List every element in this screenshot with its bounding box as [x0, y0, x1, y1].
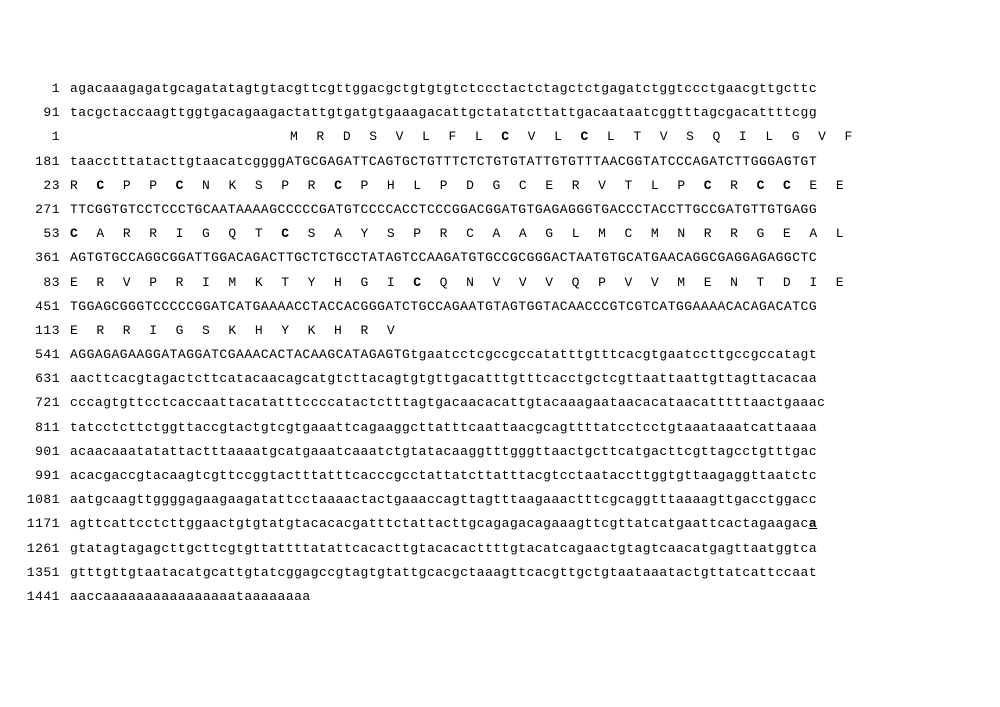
nucleotide-line: 721cccagtgttcctcaccaattacatatttccccatact…: [10, 394, 990, 412]
nucleotide-line: 541AGGAGAGAAGGATAGGATCGAAACACTACAAGCATAG…: [10, 346, 990, 364]
position-number: 91: [10, 104, 70, 122]
nucleotide-sequence: cccagtgttcctcaccaattacatatttccccatactctt…: [70, 394, 825, 412]
nucleotide-line: 451TGGAGCGGGTCCCCCGGATCATGAAAACCTACCACGG…: [10, 298, 990, 316]
nucleotide-line: 901acaacaaatatattactttaaaatgcatgaaatcaaa…: [10, 443, 990, 461]
amino-acid-sequence: C A R R I G Q T C S A Y S P R C A A G L …: [70, 225, 845, 243]
position-number: 1441: [10, 588, 70, 606]
nucleotide-line: 1081aatgcaagttggggagaagaagatattcctaaaact…: [10, 491, 990, 509]
nucleotide-line: 991acacgaccgtacaagtcgttccggtactttatttcac…: [10, 467, 990, 485]
amino-acid-sequence: E R V P R I M K T Y H G I C Q N V V V Q …: [70, 274, 845, 292]
amino-acid-sequence: R C P P C N K S P R C P H L P D G C E R …: [70, 177, 845, 195]
position-number: 361: [10, 249, 70, 267]
position-number: 541: [10, 346, 70, 364]
nucleotide-sequence: acacgaccgtacaagtcgttccggtactttatttcacccg…: [70, 467, 817, 485]
position-number: 23: [10, 177, 70, 195]
sequence-listing: 1agacaaagagatgcagatatagtgtacgttcgttggacg…: [10, 80, 990, 606]
nucleotide-sequence: aaccaaaaaaaaaaaaaaaataaaaaaaa: [70, 588, 311, 606]
position-number: 1: [10, 128, 70, 146]
position-number: 901: [10, 443, 70, 461]
nucleotide-line: 631aacttcacgtagactcttcatacaacagcatgtctta…: [10, 370, 990, 388]
nucleotide-sequence: gtatagtagagcttgcttcgtgttattttatattcacact…: [70, 540, 817, 558]
position-number: 451: [10, 298, 70, 316]
position-number: 1351: [10, 564, 70, 582]
position-number: 811: [10, 419, 70, 437]
position-number: 83: [10, 274, 70, 292]
amino-acid-sequence: E R R I G S K H Y K H R V: [70, 322, 396, 340]
nucleotide-sequence: AGTGTGCCAGGCGGATTGGACAGACTTGCTCTGCCTATAG…: [70, 249, 817, 267]
position-number: 53: [10, 225, 70, 243]
amino-acid-sequence: M R D S V L F L C V L C L T V S Q I L G …: [70, 128, 853, 146]
nucleotide-sequence: tatcctcttctggttaccgtactgtcgtgaaattcagaag…: [70, 419, 817, 437]
nucleotide-sequence: acaacaaatatattactttaaaatgcatgaaatcaaatct…: [70, 443, 817, 461]
nucleotide-line: 1agacaaagagatgcagatatagtgtacgttcgttggacg…: [10, 80, 990, 98]
nucleotide-line: 361AGTGTGCCAGGCGGATTGGACAGACTTGCTCTGCCTA…: [10, 249, 990, 267]
position-number: 1081: [10, 491, 70, 509]
nucleotide-line: 181taacctttatacttgtaacatcggggATGCGAGATTC…: [10, 153, 990, 171]
nucleotide-line: 1261gtatagtagagcttgcttcgtgttattttatattca…: [10, 540, 990, 558]
nucleotide-sequence: gtttgttgtaatacatgcattgtatcggagccgtagtgta…: [70, 564, 817, 582]
nucleotide-line: 1351gtttgttgtaatacatgcattgtatcggagccgtag…: [10, 564, 990, 582]
amino-acid-line: 83E R V P R I M K T Y H G I C Q N V V V …: [10, 274, 990, 292]
amino-acid-line: 113E R R I G S K H Y K H R V: [10, 322, 990, 340]
nucleotide-sequence: TGGAGCGGGTCCCCCGGATCATGAAAACCTACCACGGGAT…: [70, 298, 817, 316]
nucleotide-line: 811tatcctcttctggttaccgtactgtcgtgaaattcag…: [10, 419, 990, 437]
position-number: 1171: [10, 515, 70, 533]
position-number: 113: [10, 322, 70, 340]
amino-acid-line: 53C A R R I G Q T C S A Y S P R C A A G …: [10, 225, 990, 243]
nucleotide-line: 1171agttcattcctcttggaactgtgtatgtacacacga…: [10, 515, 990, 533]
nucleotide-sequence: agacaaagagatgcagatatagtgtacgttcgttggacgc…: [70, 80, 817, 98]
nucleotide-line: 91tacgctaccaagttggtgacagaagactattgtgatgt…: [10, 104, 990, 122]
position-number: 991: [10, 467, 70, 485]
position-number: 1: [10, 80, 70, 98]
nucleotide-sequence: aacttcacgtagactcttcatacaacagcatgtcttacag…: [70, 370, 817, 388]
position-number: 181: [10, 153, 70, 171]
nucleotide-sequence: aatgcaagttggggagaagaagatattcctaaaactactg…: [70, 491, 817, 509]
nucleotide-sequence: agttcattcctcttggaactgtgtatgtacacacgatttc…: [70, 515, 817, 533]
nucleotide-sequence: tacgctaccaagttggtgacagaagactattgtgatgtga…: [70, 104, 817, 122]
amino-acid-line: 1 M R D S V L F L C V L C L T V S Q I L …: [10, 128, 990, 146]
position-number: 721: [10, 394, 70, 412]
nucleotide-line: 271TTCGGTGTCCTCCCTGCAATAAAAGCCCCCGATGTCC…: [10, 201, 990, 219]
position-number: 1261: [10, 540, 70, 558]
nucleotide-sequence: AGGAGAGAAGGATAGGATCGAAACACTACAAGCATAGAGT…: [70, 346, 817, 364]
nucleotide-sequence: taacctttatacttgtaacatcggggATGCGAGATTCAGT…: [70, 153, 817, 171]
nucleotide-line: 1441aaccaaaaaaaaaaaaaaaataaaaaaaa: [10, 588, 990, 606]
position-number: 271: [10, 201, 70, 219]
position-number: 631: [10, 370, 70, 388]
nucleotide-sequence: TTCGGTGTCCTCCCTGCAATAAAAGCCCCCGATGTCCCCA…: [70, 201, 817, 219]
amino-acid-line: 23R C P P C N K S P R C P H L P D G C E …: [10, 177, 990, 195]
